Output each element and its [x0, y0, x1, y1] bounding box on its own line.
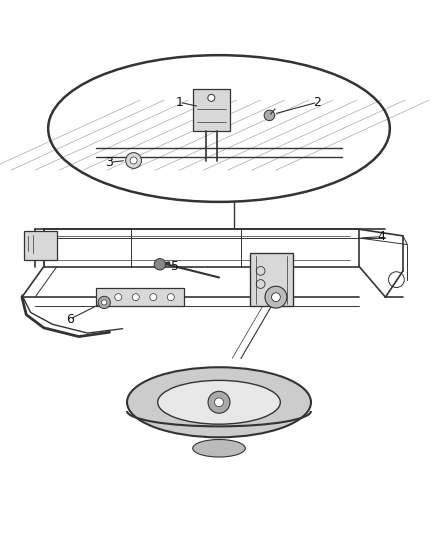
Circle shape [154, 259, 166, 270]
Text: 3: 3 [106, 156, 113, 169]
Circle shape [150, 294, 157, 301]
Circle shape [265, 286, 287, 308]
Text: 1: 1 [176, 96, 184, 109]
Circle shape [98, 296, 110, 309]
Circle shape [167, 294, 174, 301]
Circle shape [208, 94, 215, 101]
Circle shape [130, 157, 137, 164]
Circle shape [215, 398, 223, 407]
Bar [193, 89, 230, 131]
Circle shape [126, 152, 141, 168]
Circle shape [264, 110, 275, 120]
Text: 5: 5 [171, 260, 179, 273]
Circle shape [102, 300, 107, 305]
Text: 6: 6 [66, 312, 74, 326]
Ellipse shape [158, 381, 280, 424]
Text: 2: 2 [314, 96, 321, 109]
Text: 4: 4 [377, 230, 385, 243]
Circle shape [272, 293, 280, 302]
Bar [250, 253, 293, 306]
Circle shape [132, 294, 139, 301]
Bar [96, 288, 184, 306]
Ellipse shape [127, 367, 311, 437]
Bar [24, 231, 57, 260]
Circle shape [208, 391, 230, 413]
Circle shape [115, 294, 122, 301]
Ellipse shape [193, 440, 245, 457]
